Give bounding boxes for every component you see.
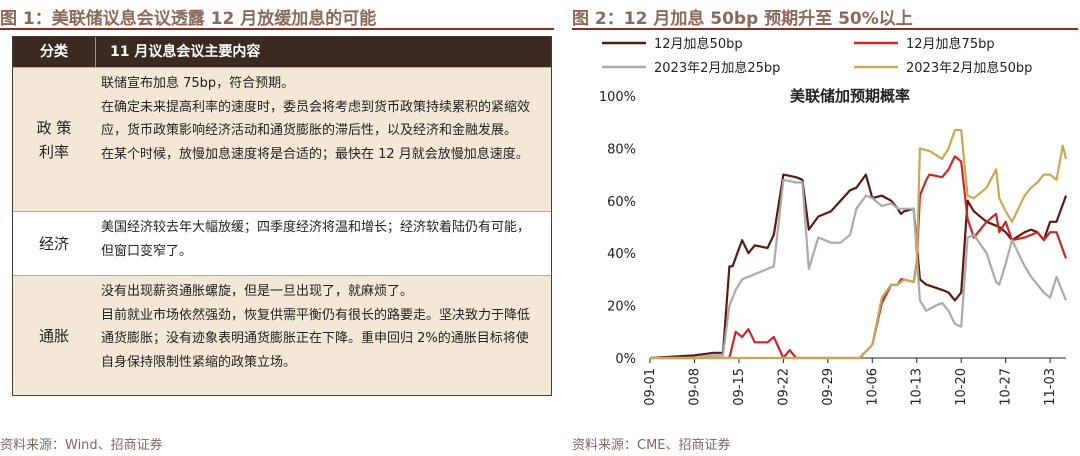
x-tick-label: 09-08 — [687, 368, 702, 406]
y-tick-label: 0% — [615, 352, 636, 367]
figure-1-title: 图 1：美联储议息会议透露 12 月放缓加息的可能 — [0, 4, 554, 30]
table-row-policy-rate: 政 策 利率 联储宣布加息 75bp，符合预期。 在确定未来提高利率的速度时，委… — [13, 67, 551, 211]
right-source-note: 资料来源：CME、招商证券 — [572, 438, 731, 453]
content-line: 没有出现薪资通胀螺旋，但是一旦出现了，就麻烦了。 — [101, 284, 414, 299]
legend-label: 12月加息75bp — [906, 36, 995, 52]
legend-label: 2023年2月加息25bp — [654, 60, 780, 76]
content-line: 目前就业市场依然强劲，恢复供需平衡仍有很长的路要走。坚决致力于降低通货膨胀；没有… — [101, 307, 531, 370]
row-content-policy-rate: 联储宣布加息 75bp，符合预期。 在确定未来提高利率的速度时，委员会将考虑到货… — [95, 68, 551, 211]
series-line-2 — [650, 155, 1068, 360]
x-tick-label: 10-20 — [954, 368, 969, 406]
y-tick-label: 60% — [607, 195, 636, 210]
table-header: 分类 11 月议息会议主要内容 — [13, 37, 551, 67]
x-tick-label: 09-01 — [643, 368, 658, 406]
x-tick-label: 09-15 — [732, 368, 747, 406]
header-category: 分类 — [13, 37, 96, 67]
figure-2-title: 图 2：12 月加息 50bp 预期升至 50%以上 — [572, 4, 1078, 30]
x-tick-label: 10-27 — [999, 368, 1014, 406]
header-content: 11 月议息会议主要内容 — [110, 44, 261, 60]
series-line-1 — [649, 173, 1068, 360]
x-tick-label: 09-22 — [776, 368, 791, 406]
x-tick-label: 09-29 — [821, 368, 836, 406]
content-line: 美国经济较去年大幅放缓；四季度经济将温和增长；经济软着陆仍有可能，但窗口变窄了。 — [101, 220, 531, 259]
rate-hike-probability-chart: 12月加息50bp 12月加息75bp 2023年2月加息25bp 2023年2月加息… — [599, 36, 1068, 406]
fomc-summary-table: 分类 11 月议息会议主要内容 政 策 利率 联储宣布加息 75bp，符合预期。… — [12, 36, 552, 396]
x-tick-label: 10-06 — [865, 368, 880, 406]
x-axis: 09-01 09-08 09-15 09-22 09-29 10-06 10-13 10-20… — [643, 357, 1066, 406]
chart-legend: 12月加息50bp 12月加息75bp 2023年2月加息25bp 2023年2月加息… — [602, 36, 1032, 76]
content-line: 在某个时候，放慢加息速度将是合适的；最快在 12 月就会放慢加息速度。 — [101, 146, 529, 162]
legend-label: 2023年2月加息50bp — [906, 60, 1032, 76]
row-category-inflation: 通胀 — [38, 326, 69, 345]
chart-title: 美联储加预期概率 — [790, 87, 910, 105]
y-tick-label: 40% — [607, 247, 636, 262]
row-content-inflation: 没有出现薪资通胀螺旋，但是一旦出现了，就麻烦了。 目前就业市场依然强劲，恢复供需… — [95, 276, 551, 395]
row-category-economy: 经济 — [38, 234, 69, 253]
x-tick-label: 10-13 — [910, 368, 925, 406]
table-row-inflation: 通胀 没有出现薪资通胀螺旋，但是一旦出现了，就麻烦了。 目前就业市场依然强劲，恢… — [13, 275, 551, 395]
left-source-note: 资料来源：Wind、招商证券 — [0, 438, 163, 453]
plot-lines — [649, 128, 1068, 360]
legend-label: 12月加息50bp — [654, 36, 743, 52]
y-tick-label: 20% — [607, 300, 636, 315]
row-content-economy: 美国经济较去年大幅放缓；四季度经济将温和增长；经济软着陆仍有可能，但窗口变窄了。 — [95, 212, 551, 275]
y-tick-label: 80% — [607, 142, 636, 157]
series-line-4 — [650, 128, 1068, 360]
content-line: 联储宣布加息 75bp，符合预期。 — [101, 76, 295, 91]
content-line: 在确定未来提高利率的速度时，委员会将考虑到货币政策持续累积的紧缩效应，货币政策影… — [101, 99, 531, 139]
y-tick-label: 100% — [599, 90, 636, 105]
table-row-economy: 经济 美国经济较去年大幅放缓；四季度经济将温和增长；经济软着陆仍有可能，但窗口变… — [13, 211, 551, 275]
x-tick-label: 11-03 — [1043, 368, 1058, 406]
y-axis: 0% 20% 40% 60% 80% 100% — [599, 90, 636, 367]
row-category-policy-rate: 政 策 利率 — [36, 118, 72, 161]
series-line-3 — [650, 178, 1068, 360]
